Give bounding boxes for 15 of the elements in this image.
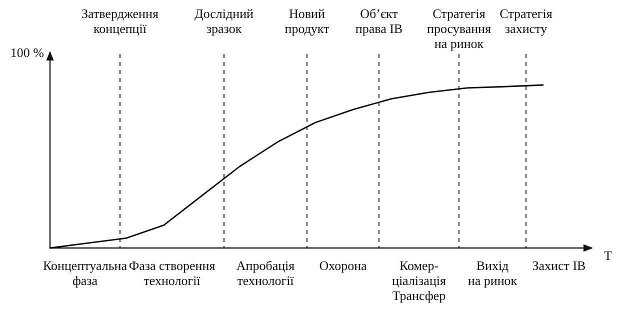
text: Стратегія захисту bbox=[500, 6, 552, 36]
text: Вихід на ринок bbox=[468, 258, 518, 288]
text: Затвердження концепції bbox=[82, 6, 158, 36]
text: Комер- ціалізація Трансфер bbox=[392, 258, 446, 303]
text: Концептуальна фаза bbox=[42, 258, 128, 288]
text: Дослідний зразок bbox=[194, 6, 254, 36]
text: Об’єкт права ІВ bbox=[355, 6, 403, 36]
text: Захист ІВ bbox=[532, 258, 586, 273]
x-axis-title: T bbox=[604, 248, 612, 263]
text: Охорона bbox=[319, 258, 368, 273]
text: Новий продукт bbox=[284, 6, 330, 36]
y-axis-title: 100 % bbox=[10, 45, 44, 60]
text: Фаза створення технології bbox=[128, 258, 216, 288]
text: Стратегія просування на ринок bbox=[426, 6, 492, 51]
text: Апробація технології bbox=[236, 258, 295, 288]
